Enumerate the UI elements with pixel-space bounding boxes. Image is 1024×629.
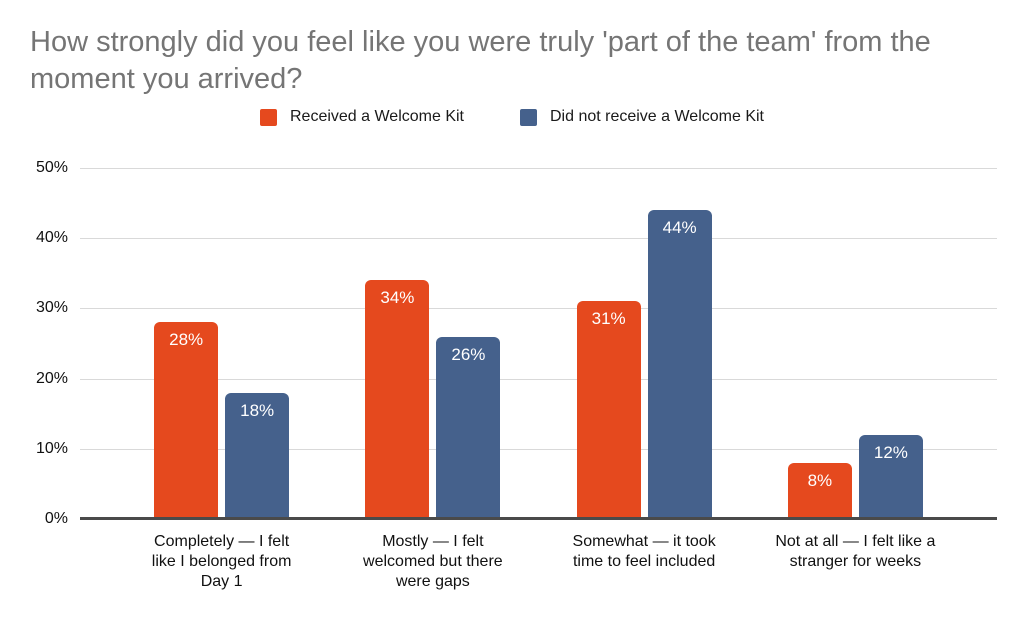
plot-area: 28% 18% 34% 26% 31% 44% 8% 12%	[80, 168, 997, 519]
x-axis-category-label: Not at all — I felt like a stranger for …	[775, 533, 936, 570]
bar-value-label: 28%	[169, 330, 204, 350]
x-axis-category-label: Completely — I felt like I belonged from…	[151, 533, 292, 590]
bar-did-not-receive-welcome-kit[interactable]: 18%	[225, 392, 290, 519]
bar-received-welcome-kit[interactable]: 31%	[576, 301, 641, 519]
chart-title: How strongly did you feel like you were …	[30, 26, 931, 95]
legend-item-did-not-receive-welcome-kit[interactable]: Did not receive a Welcome Kit	[519, 108, 764, 126]
bar-received-welcome-kit[interactable]: 34%	[365, 280, 430, 519]
y-axis-tick-label: 30%	[35, 299, 68, 317]
gridline	[80, 448, 997, 450]
gridline	[80, 238, 997, 240]
bar-value-label: 31%	[591, 309, 626, 329]
legend-label: Did not receive a Welcome Kit	[549, 108, 764, 125]
bar-did-not-receive-welcome-kit[interactable]: 26%	[436, 336, 501, 519]
x-axis-category-labels: Completely — I felt like I belonged from…	[80, 532, 997, 592]
bar-group: 31% 44%	[539, 168, 750, 519]
y-axis-tick-label: 0%	[44, 510, 68, 527]
legend-swatch-blue	[519, 108, 537, 126]
bar-did-not-receive-welcome-kit[interactable]: 44%	[647, 210, 712, 519]
y-axis-tick-label: 40%	[35, 229, 68, 247]
x-axis-category-label: Somewhat — it took time to feel included	[572, 533, 716, 570]
legend-label: Received a Welcome Kit	[289, 108, 464, 125]
gridline	[80, 378, 997, 380]
bar-value-label: 34%	[380, 288, 415, 308]
bar-group: 28% 18%	[116, 168, 327, 519]
bar-chart: 50% 40% 30% 20% 10% 0% 28% 18% 34% 26% 31% 44% 8% 12…	[0, 159, 1024, 608]
legend-item-received-welcome-kit[interactable]: Received a Welcome Kit	[259, 108, 464, 126]
bar-value-label: 12%	[873, 442, 908, 462]
bar-value-label: 8%	[807, 470, 833, 490]
gridline	[80, 168, 997, 169]
bar-did-not-receive-welcome-kit[interactable]: 12%	[858, 434, 923, 519]
bar-value-label: 18%	[240, 400, 275, 420]
legend: Received a Welcome Kit Did not receive a…	[0, 108, 1024, 126]
bar-value-label: 44%	[662, 218, 697, 238]
gridline	[80, 308, 997, 310]
legend-swatch-orange	[259, 108, 277, 126]
y-axis-tick-label: 10%	[35, 439, 68, 457]
x-axis-category-label: Mostly — I felt welcomed but there were …	[363, 533, 503, 590]
bar-received-welcome-kit[interactable]: 8%	[787, 462, 852, 519]
bar-received-welcome-kit[interactable]: 28%	[154, 322, 219, 519]
bar-value-label: 26%	[451, 344, 486, 364]
y-axis-tick-label: 20%	[35, 369, 68, 387]
x-axis-line	[80, 517, 997, 520]
bar-group: 8% 12%	[750, 168, 961, 519]
y-axis-tick-label: 50%	[35, 159, 68, 176]
bar-group: 34% 26%	[327, 168, 538, 519]
